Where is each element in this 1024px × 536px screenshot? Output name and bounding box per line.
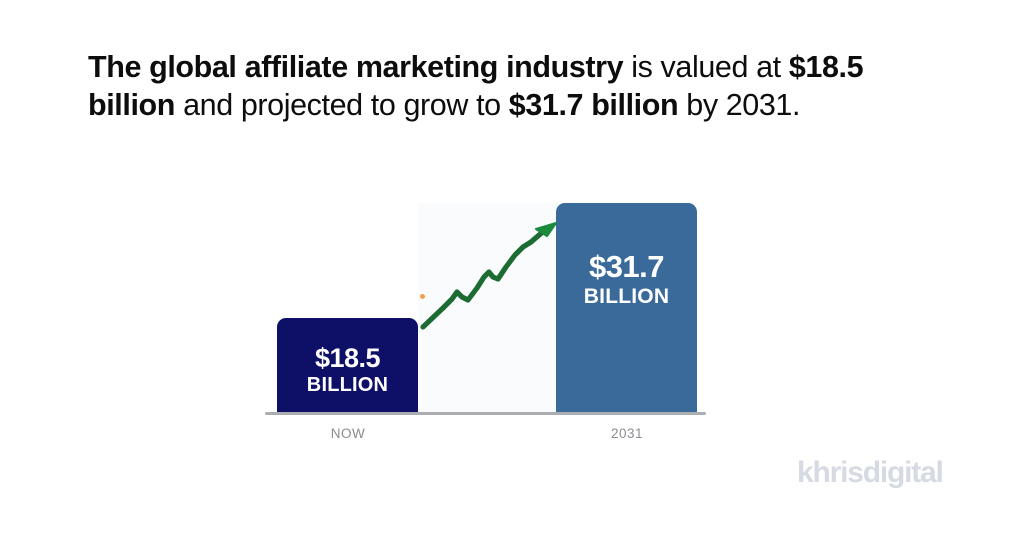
- bar-2031-amount: $31.7: [588, 249, 665, 284]
- chart-baseline: [265, 412, 706, 415]
- bar-2031: $31.7 BILLION: [556, 203, 697, 413]
- orange-dot-icon: [420, 294, 425, 299]
- bar-now-unit: BILLION: [306, 374, 389, 396]
- trend-up-arrow-icon: [420, 221, 558, 330]
- headline-segment-5: $31.7 billion: [508, 88, 679, 122]
- headline-segment-2: is valued at: [623, 50, 789, 84]
- headline-segment-1: The global affiliate marketing industry: [88, 50, 624, 84]
- headline-segment-4: and projected to grow to: [175, 88, 509, 122]
- axis-label-now: NOW: [330, 426, 366, 441]
- headline-segment-6: by 2031.: [678, 88, 801, 122]
- headline-segment-3: $18.5 billion: [88, 50, 864, 122]
- brand-logo: khrisdigital: [797, 456, 944, 489]
- bar-now-label: $18.5 BILLION: [277, 343, 418, 396]
- bar-now: $18.5 BILLION: [277, 318, 418, 413]
- bar-2031-unit: BILLION: [583, 285, 670, 308]
- page-title: The global affiliate marketing industry …: [88, 48, 888, 124]
- bar-now-amount: $18.5: [314, 343, 381, 373]
- bar-2031-label: $31.7 BILLION: [556, 251, 697, 307]
- axis-label-2031: 2031: [610, 426, 644, 441]
